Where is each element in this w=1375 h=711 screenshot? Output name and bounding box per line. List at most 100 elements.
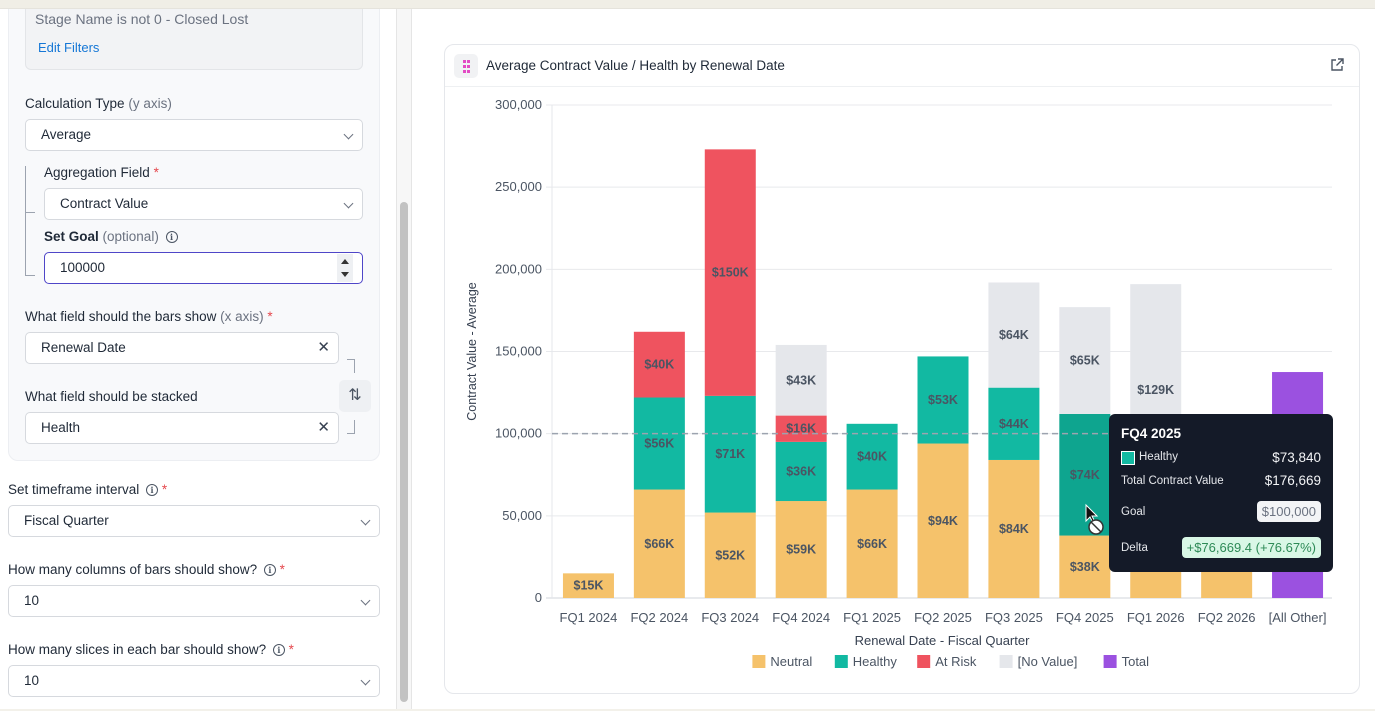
- x-tick-label: FQ3 2024: [701, 610, 759, 625]
- bar-data-label: $84K: [999, 522, 1029, 536]
- bar-data-label: $40K: [644, 358, 674, 372]
- tooltip-goal-value: $100,000: [1256, 501, 1321, 522]
- bar-data-label: $150K: [712, 266, 749, 280]
- calc-type-label-text: Calculation Type: [25, 96, 125, 111]
- x-field-input[interactable]: Renewal Date ✕: [25, 332, 339, 364]
- x-tick-label: FQ1 2024: [560, 610, 618, 625]
- bar-segment: [633, 331, 685, 398]
- bar-data-label: $53K: [928, 393, 958, 407]
- goal-input[interactable]: 100000: [44, 252, 363, 284]
- bar-data-label: $94K: [928, 514, 958, 528]
- info-icon[interactable]: i: [165, 231, 178, 243]
- chevron-down-icon: [360, 515, 371, 526]
- tooltip-total-value: $176,669: [1264, 473, 1321, 488]
- stack-field-input[interactable]: Health ✕: [25, 412, 339, 444]
- x-tick-label: FQ1 2026: [1127, 610, 1185, 625]
- tooltip-series-label: Healthy: [1139, 451, 1178, 463]
- tree-branch: [25, 275, 35, 276]
- goal-hint: (optional): [102, 229, 159, 244]
- chevron-down-icon: [343, 198, 354, 209]
- calc-type-select[interactable]: Average: [25, 119, 363, 151]
- open-external-icon[interactable]: [1329, 57, 1345, 73]
- bar-segment: [704, 512, 756, 598]
- tree-line: [25, 166, 26, 275]
- x-tick-label: FQ2 2025: [914, 610, 972, 625]
- required-marker: *: [267, 309, 273, 324]
- aggregation-value: Contract Value: [60, 196, 149, 211]
- x-axis-title: Renewal Date - Fiscal Quarter: [855, 633, 1031, 648]
- bar-data-label: $64K: [999, 328, 1029, 342]
- tooltip-total-label: Total Contract Value: [1121, 475, 1224, 487]
- bar-chart-icon: [454, 54, 478, 78]
- x-tick-label: FQ4 2024: [772, 610, 830, 625]
- bar-segment: [775, 344, 827, 416]
- scrollbar-thumb[interactable]: [400, 202, 408, 702]
- bar-data-label: $74K: [1070, 468, 1100, 482]
- calc-type-hint: (y axis): [128, 96, 172, 111]
- columns-value: 10: [24, 593, 40, 608]
- bar-data-label: $16K: [786, 422, 816, 436]
- clear-icon[interactable]: ✕: [317, 339, 330, 356]
- increment-icon[interactable]: [341, 259, 349, 264]
- legend-label: Healthy: [853, 654, 898, 669]
- y-tick-label: 50,000: [502, 508, 542, 523]
- bar-segment: [704, 395, 756, 513]
- bar-segment: [775, 501, 827, 598]
- bar-segment: [775, 415, 827, 442]
- y-tick-label: 250,000: [495, 179, 542, 194]
- legend-swatch: [917, 655, 931, 668]
- y-tick-label: 200,000: [495, 261, 542, 276]
- calc-type-label: Calculation Type (y axis): [25, 96, 172, 111]
- legend-swatch: [999, 655, 1013, 668]
- tooltip-series-swatch: [1121, 451, 1135, 465]
- aggregation-label: Aggregation Field *: [44, 165, 159, 180]
- x-tick-label: FQ2 2024: [630, 610, 688, 625]
- clear-icon[interactable]: ✕: [317, 419, 330, 436]
- settings-scrollbar[interactable]: [396, 9, 412, 709]
- x-field-value: Renewal Date: [41, 340, 126, 355]
- slices-label-text: How many slices in each bar should show?: [8, 642, 267, 657]
- columns-select[interactable]: 10: [8, 585, 380, 617]
- swap-bracket: [347, 420, 355, 434]
- required-marker: *: [153, 165, 159, 180]
- chart-title: Average Contract Value / Health by Renew…: [486, 58, 785, 73]
- timeframe-label-text: Set timeframe interval: [8, 482, 140, 497]
- number-stepper[interactable]: [337, 254, 353, 282]
- bar-segment: [1059, 307, 1111, 414]
- bar-segment: [633, 489, 685, 598]
- filter-summary: Stage Name is not 0 - Closed Lost Edit F…: [25, 9, 363, 70]
- bar-segment: [988, 459, 1040, 598]
- calc-type-value: Average: [41, 127, 92, 142]
- bar-segment: [562, 573, 614, 598]
- legend-swatch: [1103, 655, 1117, 668]
- y-tick-label: 300,000: [495, 97, 542, 112]
- stack-field-value: Health: [41, 420, 81, 435]
- tree-branch: [25, 212, 35, 213]
- legend-label: At Risk: [935, 654, 977, 669]
- y-axis-settings-group: [8, 9, 380, 461]
- edit-filters-link[interactable]: Edit Filters: [38, 40, 100, 55]
- aggregation-field-select[interactable]: Contract Value: [44, 188, 363, 220]
- goal-label: Set Goal (optional) i: [44, 229, 178, 244]
- decrement-icon[interactable]: [341, 272, 349, 277]
- info-icon[interactable]: i: [272, 644, 285, 656]
- y-tick-label: 100,000: [495, 426, 542, 441]
- swap-bracket: [347, 359, 355, 373]
- info-icon[interactable]: i: [263, 564, 276, 576]
- bar-data-label: $129K: [1137, 383, 1174, 397]
- slices-value: 10: [24, 673, 40, 688]
- bar-data-label: $59K: [786, 543, 816, 557]
- chart-tooltip: FQ4 2025 Healthy $73,840 Total Contract …: [1109, 414, 1333, 572]
- bar-segment: [1059, 535, 1111, 598]
- legend-label: Neutral: [770, 654, 812, 669]
- bar-segment: [846, 489, 898, 598]
- y-tick-label: 150,000: [495, 344, 542, 359]
- required-marker: *: [279, 562, 285, 577]
- slices-select[interactable]: 10: [8, 665, 380, 697]
- bar-data-label: $44K: [999, 417, 1029, 431]
- info-icon[interactable]: i: [146, 484, 159, 496]
- bar-data-label: $15K: [574, 579, 604, 593]
- timeframe-select[interactable]: Fiscal Quarter: [8, 505, 380, 537]
- legend-label: [No Value]: [1018, 654, 1078, 669]
- swap-fields-button[interactable]: ⇅: [339, 380, 371, 412]
